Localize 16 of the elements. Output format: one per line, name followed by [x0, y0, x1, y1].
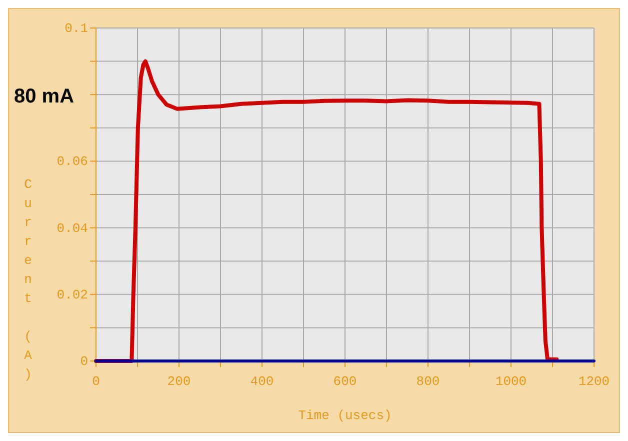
y-tick-label: 0 — [80, 354, 88, 369]
x-tick-label: 800 — [416, 374, 440, 389]
x-axis-title: Time (usecs) — [298, 408, 392, 423]
x-tick-label: 600 — [333, 374, 357, 389]
y-tick-label: 0.02 — [56, 287, 88, 302]
x-tick-label: 0 — [92, 374, 100, 389]
text: 80 mA — [14, 86, 74, 108]
x-tick-label: 200 — [167, 374, 191, 389]
text: Current (A) — [24, 177, 32, 382]
y-tick-label: 0.1 — [64, 21, 88, 36]
x-tick-label: 1200 — [578, 374, 610, 389]
y-tick-label: 0.04 — [56, 220, 88, 236]
y-tick-label: 0.06 — [56, 154, 88, 170]
x-tick-label: 1000 — [495, 374, 527, 389]
x-tick-label: 400 — [250, 374, 274, 389]
line-series — [94, 59, 559, 363]
